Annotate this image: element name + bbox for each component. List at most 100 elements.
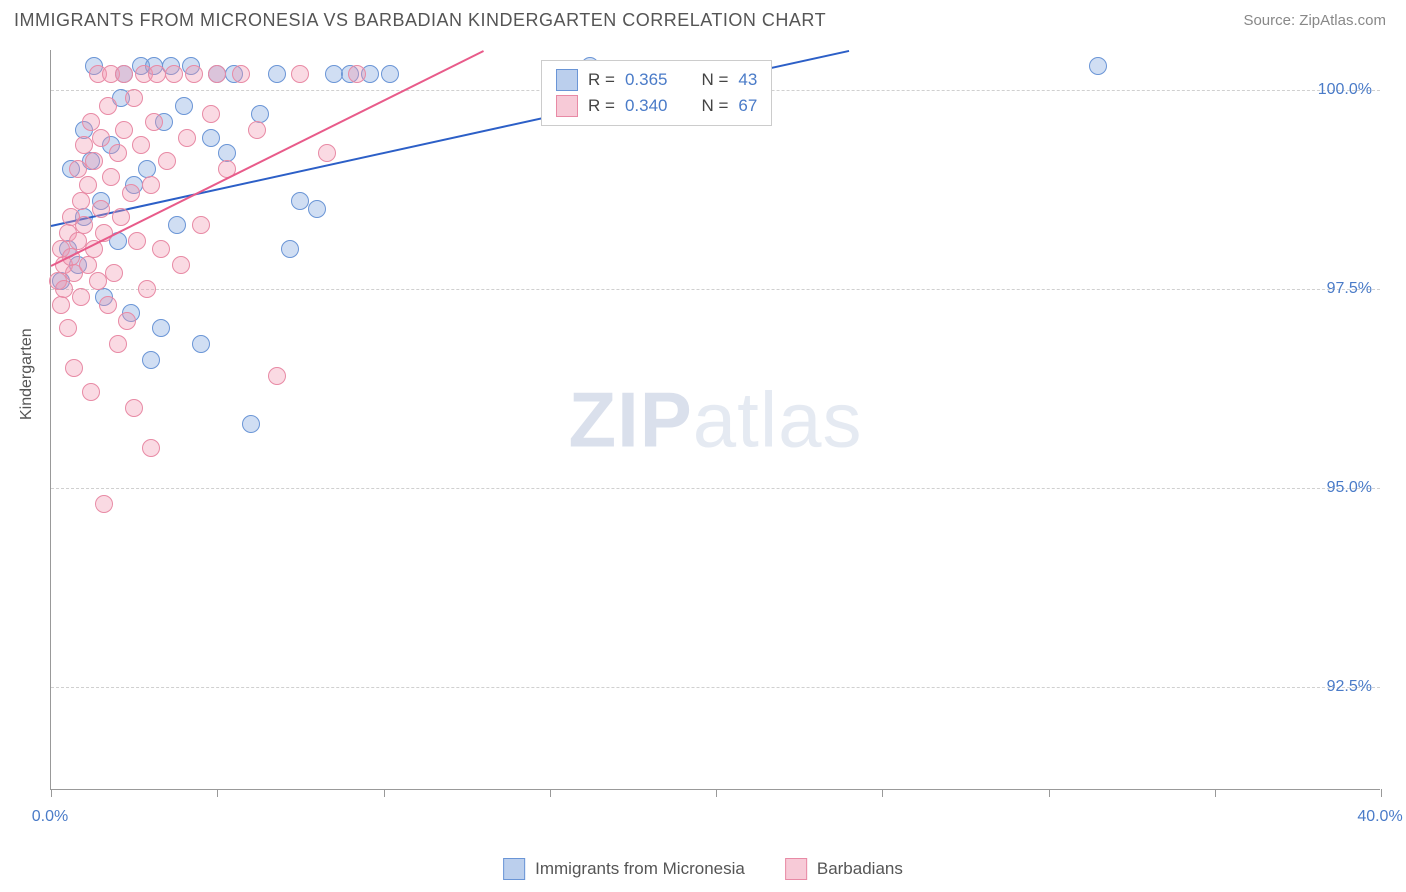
x-tick <box>217 789 218 797</box>
data-point <box>65 359 83 377</box>
data-point <box>348 65 366 83</box>
x-tick <box>51 789 52 797</box>
data-point <box>59 319 77 337</box>
x-tick <box>550 789 551 797</box>
data-point <box>95 495 113 513</box>
data-point <box>109 144 127 162</box>
data-point <box>102 168 120 186</box>
data-point <box>132 136 150 154</box>
stats-legend: R =0.365N =43R =0.340N =67 <box>541 60 772 126</box>
data-point <box>318 144 336 162</box>
chart-source: Source: ZipAtlas.com <box>1243 12 1386 29</box>
data-point <box>202 105 220 123</box>
legend-item-barbadians: Barbadians <box>785 858 903 880</box>
data-point <box>325 65 343 83</box>
x-tick-label: 40.0% <box>1357 808 1402 826</box>
data-point <box>185 65 203 83</box>
data-point <box>148 65 166 83</box>
data-point <box>152 319 170 337</box>
x-tick-label: 0.0% <box>32 808 68 826</box>
data-point <box>232 65 250 83</box>
data-point <box>115 65 133 83</box>
data-point <box>281 240 299 258</box>
data-point <box>208 65 226 83</box>
data-point <box>125 399 143 417</box>
data-point <box>308 200 326 218</box>
x-tick <box>1215 789 1216 797</box>
data-point <box>75 216 93 234</box>
data-point <box>175 97 193 115</box>
data-point <box>118 312 136 330</box>
y-axis-label: Kindergarten <box>18 328 36 420</box>
data-point <box>291 192 309 210</box>
data-point <box>128 232 146 250</box>
data-point <box>112 208 130 226</box>
data-point <box>72 288 90 306</box>
data-point <box>72 192 90 210</box>
x-tick <box>1049 789 1050 797</box>
data-point <box>109 335 127 353</box>
data-point <box>99 296 117 314</box>
data-point <box>79 256 97 274</box>
legend-item-micronesia: Immigrants from Micronesia <box>503 858 745 880</box>
data-point <box>122 184 140 202</box>
data-point <box>92 129 110 147</box>
data-point <box>115 121 133 139</box>
data-point <box>69 160 87 178</box>
data-point <box>172 256 190 274</box>
data-point <box>242 415 260 433</box>
swatch-icon <box>503 858 525 880</box>
data-point <box>268 367 286 385</box>
data-point <box>158 152 176 170</box>
y-tick-label: 95.0% <box>1327 479 1372 497</box>
data-point <box>145 113 163 131</box>
swatch-icon <box>556 95 578 117</box>
data-point <box>142 439 160 457</box>
data-point <box>85 152 103 170</box>
data-point <box>381 65 399 83</box>
data-point <box>268 65 286 83</box>
x-tick <box>384 789 385 797</box>
data-point <box>92 200 110 218</box>
x-tick <box>882 789 883 797</box>
data-point <box>55 280 73 298</box>
data-point <box>142 176 160 194</box>
watermark: ZIPatlas <box>568 374 862 465</box>
data-point <box>291 65 309 83</box>
data-point <box>82 113 100 131</box>
data-point <box>99 97 117 115</box>
swatch-icon <box>556 69 578 91</box>
y-tick-label: 100.0% <box>1318 81 1372 99</box>
gridline <box>51 289 1380 290</box>
y-tick-label: 92.5% <box>1327 678 1372 696</box>
chart-title: IMMIGRANTS FROM MICRONESIA VS BARBADIAN … <box>14 10 826 31</box>
data-point <box>138 280 156 298</box>
data-point <box>178 129 196 147</box>
data-point <box>82 383 100 401</box>
x-tick <box>716 789 717 797</box>
data-point <box>79 176 97 194</box>
scatter-chart: ZIPatlas 92.5% 95.0% 97.5% 100.0% R =0.365N … <box>50 50 1380 790</box>
data-point <box>202 129 220 147</box>
data-point <box>89 272 107 290</box>
stats-legend-row: R =0.365N =43 <box>556 67 757 93</box>
data-point <box>75 136 93 154</box>
data-point <box>192 216 210 234</box>
data-point <box>152 240 170 258</box>
data-point <box>52 296 70 314</box>
data-point <box>168 216 186 234</box>
gridline <box>51 687 1380 688</box>
data-point <box>192 335 210 353</box>
series-legend: Immigrants from Micronesia Barbadians <box>503 858 903 880</box>
y-tick-label: 97.5% <box>1327 280 1372 298</box>
data-point <box>105 264 123 282</box>
data-point <box>165 65 183 83</box>
swatch-icon <box>785 858 807 880</box>
data-point <box>248 121 266 139</box>
stats-legend-row: R =0.340N =67 <box>556 93 757 119</box>
data-point <box>125 89 143 107</box>
data-point <box>142 351 160 369</box>
chart-header: IMMIGRANTS FROM MICRONESIA VS BARBADIAN … <box>0 0 1406 39</box>
gridline <box>51 488 1380 489</box>
data-point <box>1089 57 1107 75</box>
